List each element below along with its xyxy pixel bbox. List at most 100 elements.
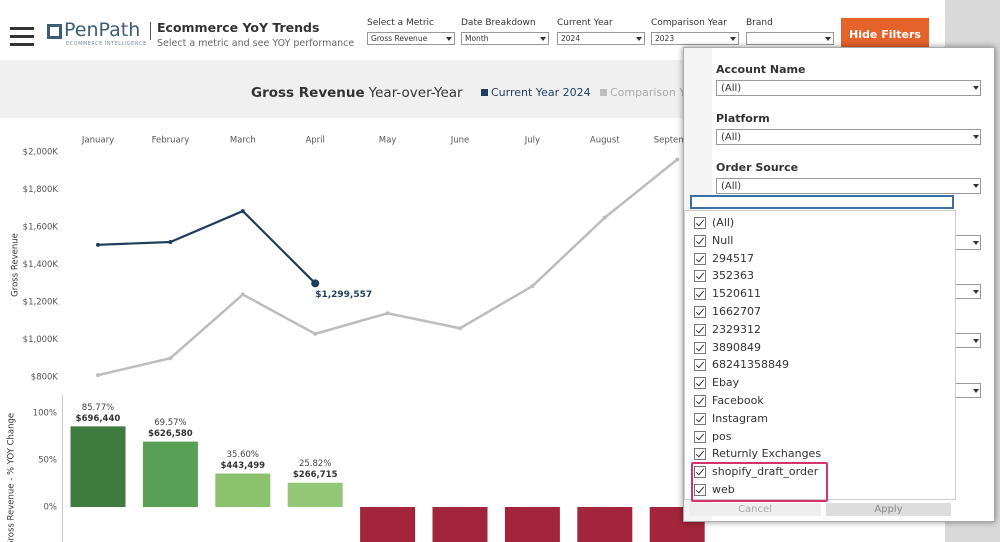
filter-label: Brand [746,18,773,28]
option-label[interactable]: Ebay [712,376,740,390]
field-label: Account Name [716,63,806,76]
filter-dropdown[interactable]: 2024 [557,32,645,45]
option-label[interactable]: 352363 [712,269,754,283]
option-label[interactable]: Null [712,233,734,247]
y-tick-label: $1,000K [23,335,59,345]
hidden-dropdown [954,333,981,348]
option-label[interactable]: Returnly Exchanges [712,447,822,461]
data-point [168,356,173,361]
option-label[interactable]: 1520611 [712,287,761,301]
filter-dropdown[interactable] [746,32,834,45]
logo: PenPath [64,19,141,41]
filter-label: Select a Metric [367,18,434,28]
chart-title-suffix: Year-over-Year [368,85,463,101]
checkbox[interactable] [694,341,706,354]
filter-dropdown[interactable]: 2023 [651,32,739,45]
checkbox[interactable] [694,484,706,496]
data-label: 69.57% [154,418,186,428]
field-value: (All) [721,132,742,143]
bar [504,507,560,542]
option-label[interactable]: shopify_draft_order [712,465,819,479]
checkbox[interactable] [694,395,706,407]
y-axis-label: Gross Revenue - % YOY Change [7,413,17,542]
field-dropdown[interactable]: (All) [716,178,981,194]
amount-label: $626,580 [148,429,193,439]
option-label[interactable]: pos [712,429,732,443]
field-dropdown[interactable]: (All) [716,80,981,96]
option-label[interactable]: 1662707 [712,305,761,318]
option-label[interactable]: 294517 [712,251,754,265]
field-value: (All) [721,83,742,94]
field-label: Platform [716,112,770,125]
filter-label: Current Year [557,18,613,28]
bar [215,473,271,507]
checkbox[interactable] [694,234,706,247]
dropdown-arrow [973,135,979,139]
series-line [97,209,316,285]
page-subtitle: Select a metric and see YOY performance [157,38,355,49]
filter-label: Date Breakdown [461,18,536,28]
dropdown-arrow [973,339,979,343]
checkbox[interactable] [694,448,706,461]
menu-bar[interactable] [10,27,34,30]
checkbox[interactable] [694,323,706,336]
dropdown-arrow [446,37,452,41]
filter-label: Comparison Year [651,18,727,28]
menu-bar[interactable] [10,43,34,46]
y-tick-label: $2,000K [23,148,59,158]
dropdown-arrow [973,290,979,294]
bar [70,426,126,507]
x-tick-label: September [654,136,701,146]
checkmark [695,413,705,423]
data-label: 85.77% [82,403,114,413]
filter-dropdown[interactable]: Month [461,32,549,45]
filter-value: Month [465,34,489,43]
dropdown-arrow [636,37,642,41]
filter-dropdown[interactable]: Gross Revenue [367,32,455,45]
checkbox[interactable] [694,377,706,390]
option-label[interactable]: (All) [712,216,735,229]
option-label[interactable]: 68241358849 [712,358,789,372]
checkmark [695,288,705,298]
checkbox[interactable] [694,430,706,443]
filter-value: 2024 [561,34,581,43]
data-point [96,373,100,378]
legend-swatch [481,89,488,96]
field-label: Order Source [716,161,799,174]
checkbox[interactable] [694,306,706,318]
bar [577,507,633,542]
option-label[interactable]: 3890849 [712,340,761,354]
hidden-dropdown [954,235,981,250]
checkbox[interactable] [694,412,706,425]
checkbox[interactable] [694,288,706,301]
checkbox[interactable] [694,466,706,479]
checkbox[interactable] [694,252,706,265]
search-box[interactable] [690,195,954,209]
data-point [311,279,320,288]
option-label[interactable]: Facebook [712,394,764,407]
chart-title: Gross Revenue Year-over-Year [251,85,463,101]
filter-value: Gross Revenue [371,34,428,43]
checkbox[interactable] [694,359,706,372]
checkmark [695,324,705,334]
panel-button[interactable]: Apply [826,503,951,516]
axis-border [62,395,63,542]
hide-filters-button[interactable]: Hide Filters [841,18,929,52]
data-point [168,240,173,244]
data-label: 35.60% [227,450,259,460]
x-tick-label: June [450,136,470,146]
menu-bar[interactable] [10,35,34,38]
data-point [602,215,607,220]
option-label[interactable]: 2329312 [712,322,761,336]
option-label[interactable]: Instagram [712,411,768,425]
divider [150,22,151,40]
checkbox[interactable] [694,217,706,229]
checkbox[interactable] [694,270,706,283]
logo-icon [47,24,62,39]
field-dropdown[interactable]: (All) [716,129,981,145]
legend-label: Current Year 2024 [491,86,591,99]
option-label[interactable]: web [712,483,735,496]
amount-label: $266,715 [293,470,338,480]
panel-button[interactable]: Cancel [689,503,821,516]
